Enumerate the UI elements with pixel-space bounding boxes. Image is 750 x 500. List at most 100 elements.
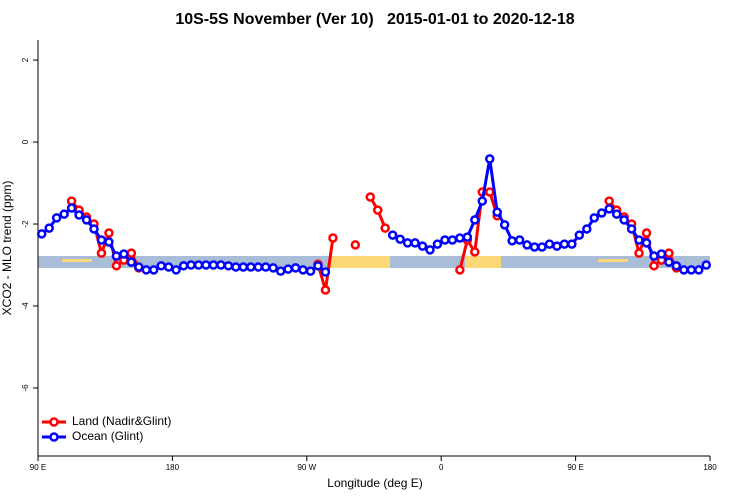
- data-point: [656, 249, 667, 259]
- y-tick-label: 0: [21, 139, 30, 144]
- y-tick-label: -6: [21, 384, 30, 392]
- y-tick-label: 2: [21, 57, 30, 62]
- land-strip: [330, 256, 390, 268]
- data-point: [119, 249, 129, 259]
- data-point: [671, 261, 682, 271]
- data-point: [477, 196, 488, 206]
- data-point: [470, 247, 480, 257]
- data-point: [567, 239, 577, 249]
- data-point: [141, 265, 152, 275]
- data-point: [36, 229, 47, 239]
- legend-label: Ocean (Glint): [72, 429, 143, 443]
- data-point: [694, 265, 704, 275]
- data-point: [111, 251, 122, 261]
- legend-label: Land (Nadir&Glint): [72, 414, 171, 428]
- x-axis-title: Longitude (deg E): [327, 476, 422, 490]
- data-point: [134, 262, 144, 272]
- data-point: [283, 264, 293, 274]
- x-tick-label: 90 E: [567, 463, 583, 472]
- data-point: [544, 239, 555, 249]
- data-point: [455, 233, 465, 243]
- data-point: [604, 204, 614, 214]
- data-point: [507, 236, 517, 246]
- data-point: [634, 235, 644, 245]
- data-point: [89, 224, 99, 234]
- data-point: [634, 248, 644, 258]
- data-point: [51, 213, 62, 223]
- land-strip: [465, 256, 501, 268]
- data-point: [66, 203, 77, 213]
- data-point: [216, 260, 226, 270]
- data-point: [156, 261, 166, 271]
- data-point: [298, 265, 308, 275]
- data-point: [455, 265, 465, 275]
- data-point: [522, 240, 532, 250]
- data-point: [290, 263, 301, 273]
- data-point: [664, 248, 674, 258]
- data-point: [246, 262, 256, 272]
- data-point: [372, 205, 383, 215]
- data-point: [425, 245, 435, 255]
- data-point: [268, 263, 278, 273]
- data-point: [201, 260, 211, 270]
- data-point: [260, 262, 271, 272]
- x-tick-label: 90 E: [30, 463, 46, 472]
- data-point: [641, 228, 652, 238]
- data-point: [126, 248, 137, 258]
- data-point: [380, 223, 390, 233]
- x-tick-label: 180: [703, 463, 717, 472]
- data-point: [178, 261, 189, 271]
- data-point: [328, 233, 338, 243]
- data-point: [440, 235, 450, 245]
- data-point: [305, 266, 316, 276]
- land-strip: [598, 259, 628, 262]
- data-point: [641, 238, 652, 248]
- data-point: [470, 215, 480, 225]
- data-point: [552, 241, 562, 251]
- data-point: [604, 196, 614, 206]
- data-point: [395, 234, 405, 244]
- data-point: [104, 237, 114, 247]
- data-point: [193, 260, 204, 270]
- x-tick-label: 90 W: [297, 463, 316, 472]
- data-point: [208, 260, 219, 270]
- data-point: [559, 239, 570, 249]
- data-point: [484, 154, 495, 164]
- data-point: [432, 239, 443, 249]
- data-point: [462, 232, 473, 242]
- data-point: [619, 215, 629, 225]
- data-point: [499, 220, 510, 230]
- data-point: [171, 265, 181, 275]
- data-point: [649, 261, 659, 271]
- data-point: [96, 248, 107, 258]
- data-point: [589, 213, 600, 223]
- data-point: [514, 235, 525, 245]
- data-point: [664, 257, 674, 267]
- data-point: [231, 262, 241, 272]
- y-tick-label: -4: [21, 302, 30, 310]
- data-point: [365, 192, 376, 202]
- data-point: [223, 261, 234, 271]
- data-point: [410, 238, 420, 248]
- data-point: [126, 257, 137, 267]
- data-point: [74, 210, 84, 220]
- data-point: [104, 228, 114, 238]
- data-point: [679, 265, 689, 275]
- data-point: [81, 215, 92, 225]
- data-point: [417, 241, 428, 251]
- data-point: [492, 207, 502, 217]
- land-strip: [62, 259, 92, 262]
- data-point: [253, 262, 264, 272]
- data-point: [529, 242, 540, 252]
- data-point: [686, 265, 697, 275]
- chart-title: 10S-5S November (Ver 10) 2015-01-01 to 2…: [175, 11, 574, 28]
- data-point: [320, 267, 331, 277]
- data-point: [537, 242, 547, 252]
- data-point: [626, 224, 637, 234]
- y-axis-title: XCO2 - MLO trend (ppm): [0, 181, 14, 316]
- data-point: [447, 235, 458, 245]
- x-tick-label: 180: [166, 463, 180, 472]
- data-point: [402, 238, 413, 248]
- data-point: [238, 262, 249, 272]
